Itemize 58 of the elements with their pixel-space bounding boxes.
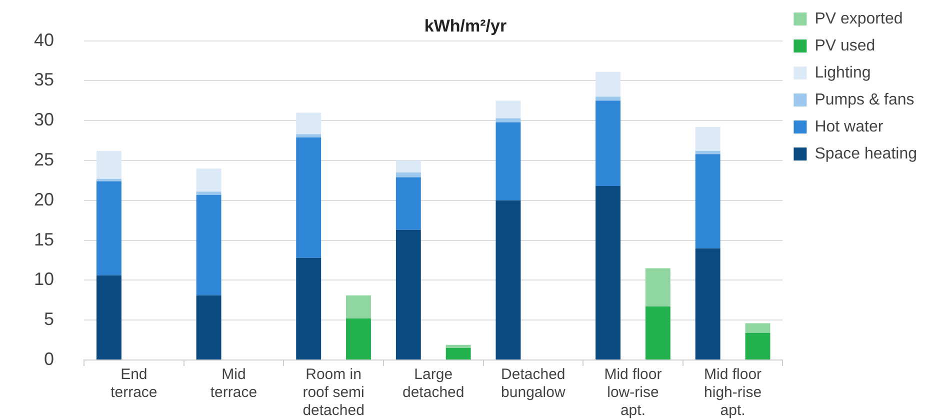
y-tick-label: 20 — [34, 189, 54, 210]
bar — [596, 72, 621, 97]
bar — [745, 332, 770, 360]
bar — [396, 172, 421, 178]
y-tick-label: 0 — [44, 348, 54, 369]
bar — [396, 230, 421, 360]
bar — [296, 258, 322, 360]
bar — [346, 318, 371, 360]
x-tick-label: Mid terrace — [210, 366, 258, 402]
bar — [596, 100, 621, 186]
bar — [695, 150, 720, 154]
bar — [645, 268, 670, 307]
y-tick-label: 5 — [44, 309, 54, 330]
bar — [346, 295, 371, 319]
legend-label: PV used — [814, 37, 876, 54]
bar — [196, 168, 222, 192]
y-tick-label: 30 — [34, 110, 54, 130]
chart-title: kWh/m²/yr — [424, 16, 507, 36]
bar — [596, 96, 621, 101]
y-tick-label: 35 — [34, 70, 54, 90]
bar — [196, 192, 222, 195]
x-tick-label: End terrace — [110, 366, 158, 402]
x-tick-label: Mid floor high-rise apt. — [704, 366, 762, 420]
legend-label: PV exported — [814, 10, 903, 28]
legend-label: Hot water — [814, 118, 884, 136]
bar — [96, 150, 122, 179]
bar — [745, 323, 770, 333]
bar — [196, 295, 222, 360]
bar — [296, 112, 322, 134]
bar — [196, 194, 222, 296]
bar — [496, 200, 521, 360]
bar — [296, 134, 322, 138]
bar — [96, 181, 122, 276]
bar — [695, 154, 720, 248]
bar — [396, 177, 421, 230]
bar — [296, 137, 322, 258]
x-tick-label: Large detached — [402, 366, 464, 402]
bar — [396, 160, 421, 172]
bar — [496, 122, 521, 200]
bar — [496, 100, 521, 118]
x-tick-label: Mid floor low-rise apt. — [604, 366, 662, 420]
x-tick-label: Detached bungalow — [501, 366, 566, 402]
bar — [496, 118, 521, 122]
bar — [446, 348, 471, 360]
bar — [596, 186, 621, 360]
bar — [645, 306, 670, 360]
bar — [96, 275, 122, 360]
y-tick-label: 40 — [34, 30, 54, 50]
bar — [695, 126, 720, 151]
y-tick-label: 15 — [34, 229, 54, 250]
y-tick-label: 10 — [34, 269, 54, 290]
legend-label: Lighting — [814, 64, 871, 82]
x-tick-label: Room in roof semi detached — [302, 366, 364, 420]
bar — [446, 344, 471, 348]
y-tick-label: 25 — [34, 149, 54, 170]
bar — [695, 248, 720, 360]
legend-label: Space heating — [814, 145, 918, 162]
legend-label: Pumps & fans — [814, 91, 914, 108]
